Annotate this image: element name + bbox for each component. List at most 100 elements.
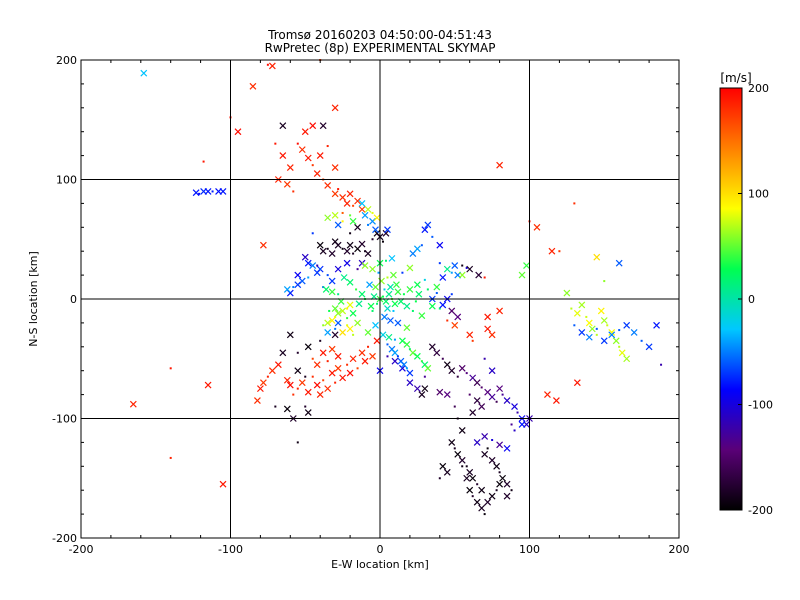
x-tick-label: -100 [218,543,243,556]
scatter-point [401,271,404,274]
scatter-point [379,331,387,339]
scatter-point [488,367,496,375]
scatter-point [301,253,309,261]
scatter-point [383,288,386,291]
scatter-point [456,375,459,378]
scatter-point [366,281,373,289]
scatter-point [438,307,441,310]
scatter-point [352,333,355,336]
scatter-point [570,307,573,310]
scatter-point [340,274,348,281]
scatter-point [334,241,342,249]
scatter-point [518,271,526,279]
scatter-point [438,262,441,265]
scatter-point [369,352,376,360]
scatter-point [266,63,269,66]
scatter-point [316,391,324,399]
scatter-point [428,302,436,310]
scatter-point [358,290,366,298]
chart-subtitle: RwPretec (8p) EXPERIMENTAL SKYMAP [265,41,496,55]
scatter-point [301,128,309,136]
scatter-point [313,269,321,277]
scatter-point [448,307,456,315]
scatter-point [595,327,598,330]
scatter-point [393,281,400,289]
scatter-point [468,393,471,396]
scatter-point [563,289,571,297]
scatter-point [169,456,172,459]
scatter-point [595,333,598,336]
scatter-point [573,324,576,327]
scatter-point [481,433,489,440]
scatter-point [361,211,369,219]
scatter-point [413,385,421,393]
scatter-point [381,313,388,321]
scatter-point [473,498,481,506]
scatter-point [202,160,205,163]
scatter-point [268,62,276,70]
scatter-point [298,277,306,285]
y-tick-label: -200 [52,532,77,545]
scatter-point [319,247,327,255]
scatter-point [466,486,474,494]
scatter-point [367,345,370,348]
scatter-point [415,290,423,298]
scatter-point [371,238,374,241]
scatter-point [391,357,399,365]
scatter-point [518,421,526,428]
scatter-point [382,229,390,237]
scatter-point [341,220,344,223]
scatter-point [346,301,354,309]
scatter-point [394,288,402,296]
scatter-point [369,217,376,225]
scatter-point [466,265,474,273]
scatter-point [364,329,372,336]
scatter-point [413,352,421,360]
scatter-point [328,288,336,296]
scatter-point [266,375,269,378]
scatter-point [249,82,257,90]
scatter-point [618,329,621,332]
scatter-point [466,468,474,476]
scatter-point [358,349,366,357]
colorbar-tick-label: 0 [748,293,755,306]
scatter-point [390,271,397,279]
scatter-point [259,241,267,249]
scatter-point [279,349,287,357]
scatter-point [219,480,227,488]
scatter-point [371,309,374,312]
scatter-point [483,513,486,516]
scatter-point [423,375,426,378]
scatter-point [316,241,324,249]
scatter-point [331,211,339,219]
scatter-point [294,271,302,279]
scatter-point [274,405,277,408]
scatter-point [578,301,586,309]
scatter-point [346,369,354,377]
scatter-point [372,226,379,234]
scatter-point [294,281,302,289]
scatter-point [548,247,556,255]
scatter-point [313,170,321,177]
scatter-point [640,339,643,342]
x-tick-label: 200 [669,543,690,556]
scatter-point [319,122,327,130]
scatter-point [406,264,414,272]
scatter-point [393,338,396,341]
scatter-point [316,264,319,267]
scatter-point [451,321,459,329]
scatter-point [496,385,504,393]
x-axis-ticks: -200 -100 0 100 200 [69,60,690,556]
scatter-point [484,498,492,506]
scatter-point [346,363,349,366]
scatter-point [608,329,616,336]
scatter-point [391,349,399,357]
scatter-point [304,405,307,408]
scatter-point [346,325,354,333]
scatter-point [343,199,351,207]
scatter-point [324,385,332,393]
scatter-point [585,333,593,341]
scatter-point [471,339,474,342]
scatter-point [234,128,242,136]
